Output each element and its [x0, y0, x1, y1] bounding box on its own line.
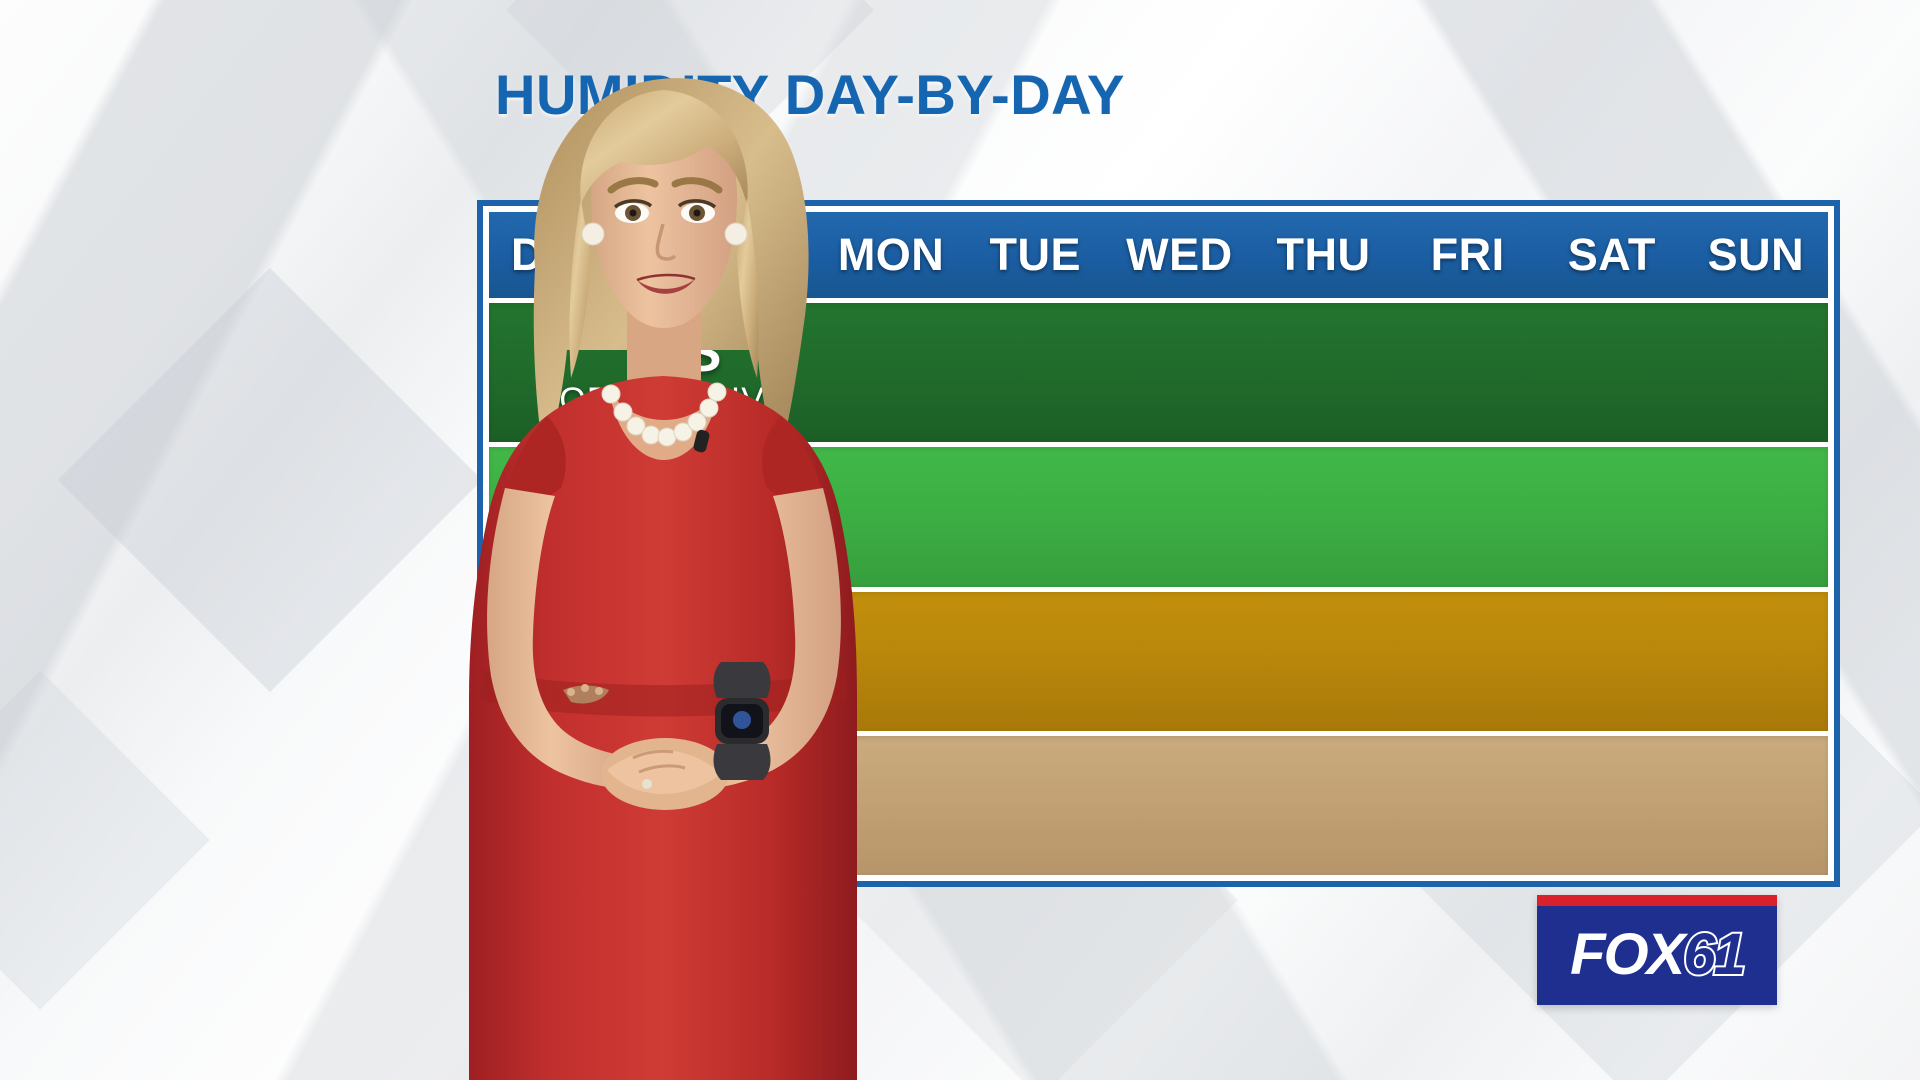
day-header-mon: MON: [837, 229, 945, 280]
logo-text: FOX 61: [1570, 921, 1748, 987]
dew-point-band-60s: 60S HUMID: [489, 447, 1828, 587]
logo-word-fox: FOX: [1570, 921, 1685, 987]
day-header-fri: FRI: [1430, 229, 1505, 280]
band-60s-range: 60S: [625, 466, 723, 527]
band-70s-text: 70S OPPRESSIVE: [489, 325, 829, 421]
day-header-wed: WED: [1126, 229, 1233, 280]
backdrop-diamond-shape: [57, 267, 483, 693]
dew-point-band-40s: 40S PLEASANT: [489, 735, 1828, 875]
logo-red-stripe: [1537, 895, 1777, 906]
dew-point-band-50s: 50S COMFORTABLE: [489, 591, 1828, 731]
day-header-cells: MON TUE WED THU FRI SAT SUN: [819, 212, 1828, 298]
band-70s-description: OPPRESSIVE: [559, 381, 789, 420]
band-60s-text: 60S HUMID: [489, 469, 829, 565]
band-50s-range: 50S: [625, 611, 723, 672]
day-header-tue: TUE: [989, 229, 1081, 280]
logo-number-61: 61: [1681, 921, 1747, 987]
graphic-title: HUMIDITY DAY-BY-DAY: [495, 63, 1125, 126]
day-header-sat: SAT: [1567, 229, 1656, 280]
dew-point-table: DEW POINT MON TUE WED THU FRI SAT SUN 70…: [477, 200, 1840, 887]
band-40s-range: 40S: [625, 755, 723, 816]
fox61-logo: FOX 61: [1537, 895, 1777, 1005]
band-40s-description: PLEASANT: [581, 814, 767, 853]
band-70s-range: 70S: [625, 322, 723, 383]
band-50s-description: COMFORTABLE: [540, 669, 808, 708]
dew-point-header-label: DEW POINT: [511, 229, 771, 280]
table-header-row: DEW POINT MON TUE WED THU FRI SAT SUN: [489, 212, 1828, 298]
band-50s-text: 50S COMFORTABLE: [489, 613, 829, 709]
band-60s-description: HUMID: [615, 525, 733, 564]
day-header-thu: THU: [1276, 229, 1371, 280]
backdrop-diamond-shape: [0, 670, 210, 1010]
table-inner: DEW POINT MON TUE WED THU FRI SAT SUN 70…: [489, 212, 1828, 875]
band-40s-text: 40S PLEASANT: [489, 757, 829, 853]
dew-point-band-70s: 70S OPPRESSIVE: [489, 303, 1828, 443]
day-header-sun: SUN: [1707, 229, 1805, 280]
